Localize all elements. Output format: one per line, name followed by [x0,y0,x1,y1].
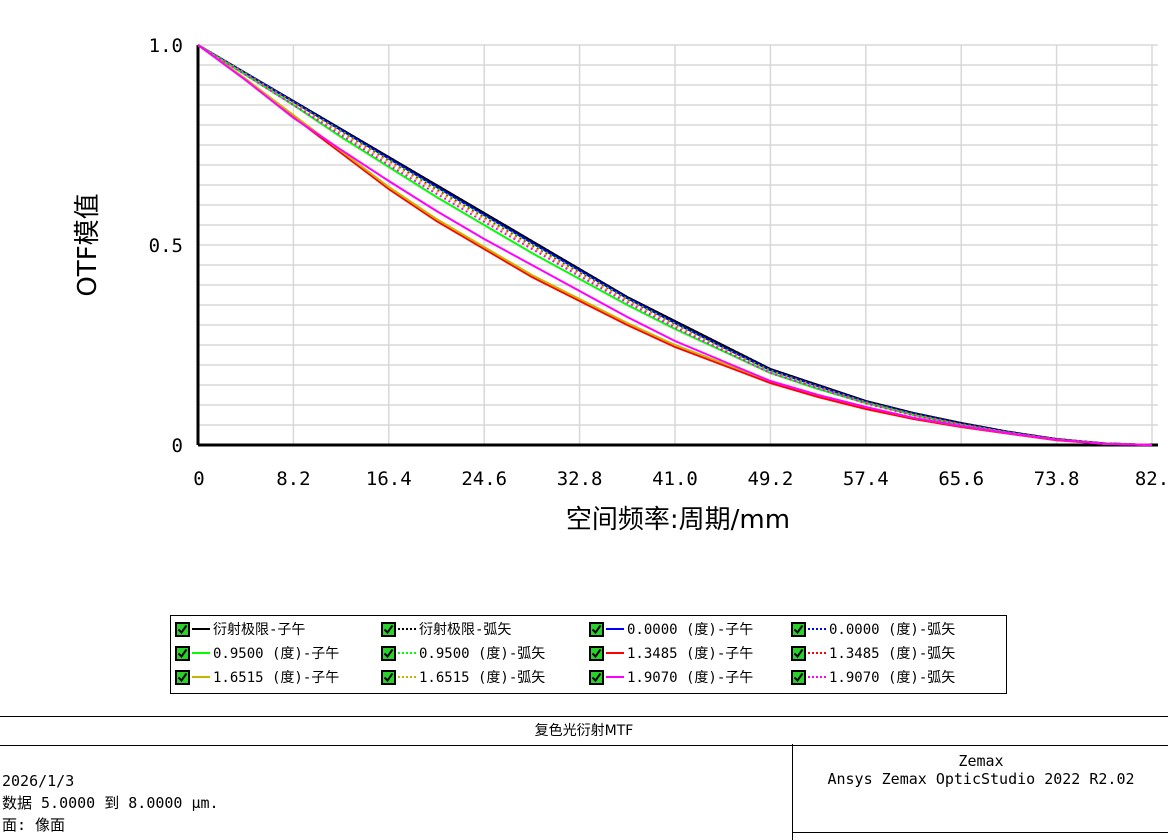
chart-legend: 衍射极限-子午 衍射极限-弧矢 0.0000 (度)-子午 0.0000 (度)-弧矢… [170,615,1007,694]
legend-item[interactable]: 1.9070 (度)-弧矢 [791,667,955,687]
legend-swatch [808,652,826,654]
checkbox-icon[interactable] [381,621,396,637]
footer-info: 2026/1/3 数据 5.0000 到 8.0000 μm. 面: 像面 [2,770,219,836]
legend-swatch [192,676,210,678]
footer-separator [792,832,1168,833]
legend-label: 1.6515 (度)-子午 [213,670,340,686]
footer-product: Ansys Zemax OpticStudio 2022 R2.02 [827,770,1135,788]
x-tick-label: 0 [193,468,204,490]
checkbox-icon[interactable] [175,645,190,661]
x-tick-label: 8.2 [276,468,310,490]
x-tick-label: 41.0 [652,468,698,490]
legend-swatch [398,676,416,678]
legend-label: 1.9070 (度)-弧矢 [829,670,956,686]
legend-label: 1.9070 (度)-子午 [627,670,754,686]
footer-vendor: Zemax Ansys Zemax OpticStudio 2022 R2.02 [792,744,1168,840]
legend-item[interactable]: 1.3485 (度)-子午 [589,643,753,663]
legend-item[interactable]: 0.9500 (度)-子午 [175,643,339,663]
footer-company: Zemax [958,752,1004,770]
legend-item[interactable]: 衍射极限-子午 [175,619,305,639]
y-tick-label: 0.5 [149,235,183,257]
checkbox-icon[interactable] [791,669,806,685]
chart-axes [196,45,1158,447]
legend-swatch [192,652,210,654]
legend-swatch [192,628,210,630]
checkbox-icon[interactable] [381,645,396,661]
series-lines [197,44,1153,446]
legend-swatch [808,628,826,630]
legend-item[interactable]: 0.9500 (度)-弧矢 [381,643,545,663]
checkbox-icon[interactable] [381,669,396,685]
x-tick-labels: 0 8.2 16.4 24.6 32.8 41.0 49.2 57.4 65.6 73.8 82. [193,468,1168,490]
legend-swatch [606,652,624,654]
legend-label: 1.6515 (度)-弧矢 [419,670,546,686]
x-tick-label: 65.6 [938,468,984,490]
x-tick-label: 32.8 [557,468,603,490]
y-tick-label: 0 [172,435,183,457]
checkbox-icon[interactable] [175,669,190,685]
legend-label: 衍射极限-弧矢 [419,622,512,638]
legend-swatch [398,652,416,654]
legend-item[interactable]: 1.6515 (度)-子午 [175,667,339,687]
legend-label: 1.3485 (度)-子午 [627,646,754,662]
legend-item[interactable]: 衍射极限-弧矢 [381,619,511,639]
footer-data-range: 数据 5.0000 到 8.0000 μm. [2,794,219,812]
checkbox-icon[interactable] [589,669,604,685]
legend-label: 1.3485 (度)-弧矢 [829,646,956,662]
series-line-2 [197,44,1153,446]
legend-label: 0.9500 (度)-弧矢 [419,646,546,662]
x-tick-label: 82. [1135,468,1168,490]
x-tick-label: 49.2 [748,468,794,490]
grid-lines [198,44,1158,445]
legend-label: 0.0000 (度)-弧矢 [829,622,956,638]
legend-swatch [606,628,624,630]
legend-item[interactable]: 0.0000 (度)-子午 [589,619,753,639]
footer-title: 复色光衍射MTF [0,716,1168,746]
y-axis-title: OTF模值 [73,193,103,296]
checkbox-icon[interactable] [175,621,190,637]
series-line-6 [197,44,1153,446]
y-tick-label: 1.0 [149,35,183,57]
checkbox-icon[interactable] [791,621,806,637]
x-tick-label: 24.6 [461,468,507,490]
legend-item[interactable]: 1.3485 (度)-弧矢 [791,643,955,663]
legend-swatch [606,676,624,678]
x-tick-label: 16.4 [366,468,412,490]
y-tick-labels: 0 0.5 1.0 [149,35,183,457]
checkbox-icon[interactable] [589,645,604,661]
legend-label: 0.0000 (度)-子午 [627,622,754,638]
series-line-12 [197,44,1153,446]
legend-swatch [808,676,826,678]
legend-label: 衍射极限-子午 [213,622,306,638]
x-tick-label: 73.8 [1034,468,1080,490]
legend-item[interactable]: 0.0000 (度)-弧矢 [791,619,955,639]
x-tick-label: 57.4 [843,468,889,490]
legend-label: 0.9500 (度)-子午 [213,646,340,662]
footer-surface: 面: 像面 [2,816,66,834]
legend-swatch [398,628,416,630]
checkbox-icon[interactable] [791,645,806,661]
x-axis-title: 空间频率:周期/mm [566,505,790,535]
legend-item[interactable]: 1.9070 (度)-子午 [589,667,753,687]
footer-date: 2026/1/3 [2,772,75,790]
checkbox-icon[interactable] [589,621,604,637]
mtf-chart: 0 8.2 16.4 24.6 32.8 41.0 49.2 57.4 65.6 73.8 82. … [73,35,1168,535]
legend-item[interactable]: 1.6515 (度)-弧矢 [381,667,545,687]
